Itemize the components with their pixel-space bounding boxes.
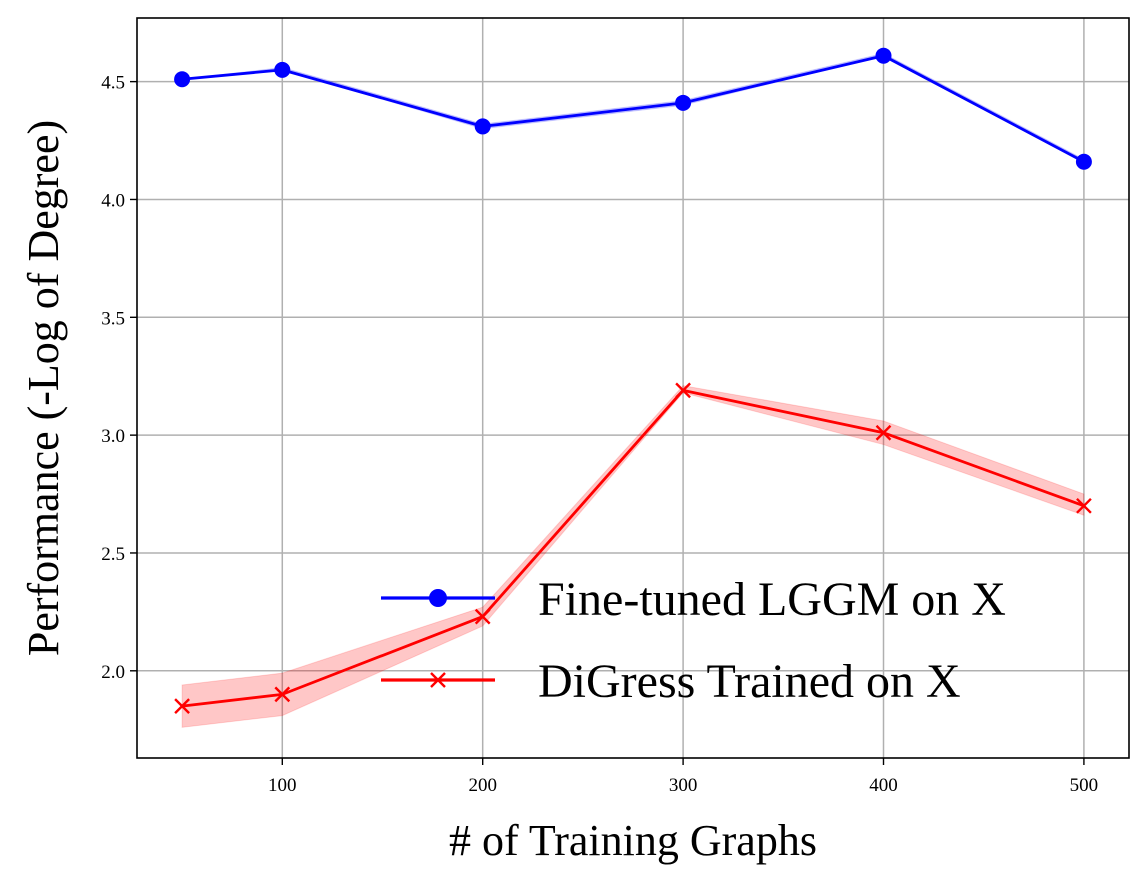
legend-item: Fine-tuned LGGM on X xyxy=(381,573,1006,626)
data-point xyxy=(174,71,191,88)
x-tick-label: 500 xyxy=(1070,775,1099,796)
x-tick-label: 400 xyxy=(869,775,898,796)
grid-lines xyxy=(137,18,1129,758)
x-tick-label: 100 xyxy=(268,775,297,796)
legend-label: Fine-tuned LGGM on X xyxy=(538,573,1006,626)
x-tick-label: 200 xyxy=(468,775,497,796)
series-line xyxy=(181,54,1085,163)
data-point xyxy=(474,118,491,135)
legend-marker xyxy=(429,589,447,607)
series-markers xyxy=(174,47,1092,715)
y-axis-title: Performance (-Log of Degree) xyxy=(19,120,68,656)
data-point xyxy=(675,94,692,111)
data-point xyxy=(875,47,892,64)
data-point xyxy=(274,61,291,78)
y-tick-label: 3.5 xyxy=(101,308,125,329)
x-tick-label: 300 xyxy=(669,775,698,796)
plot-frame xyxy=(136,17,1130,759)
y-tick-label: 3.0 xyxy=(101,426,125,447)
legend: Fine-tuned LGGM on X DiGress Trained on X xyxy=(381,573,1006,708)
data-point xyxy=(274,686,291,703)
confidence-band xyxy=(181,385,1085,728)
data-point xyxy=(1075,153,1092,170)
y-tick-label: 2.0 xyxy=(101,662,125,683)
series-line xyxy=(181,388,1085,708)
axis-ticks: 100 200 300 400 500 2.0 2.5 3.0 3.5 4.0 4.5 xyxy=(101,73,1098,796)
series-lines xyxy=(181,54,1085,708)
data-point xyxy=(875,424,892,441)
data-point xyxy=(474,608,491,625)
data-point xyxy=(675,382,691,399)
legend-marker xyxy=(430,672,446,688)
y-tick-label: 4.5 xyxy=(101,73,125,94)
legend-item: DiGress Trained on X xyxy=(381,655,961,708)
x-axis-title: # of Training Graphs xyxy=(449,816,817,865)
y-tick-label: 4.0 xyxy=(101,190,125,211)
data-point xyxy=(174,698,190,715)
confidence-bands xyxy=(181,52,1085,728)
y-tick-label: 2.5 xyxy=(101,544,125,565)
legend-label: DiGress Trained on X xyxy=(538,655,961,708)
data-point xyxy=(1076,497,1092,514)
